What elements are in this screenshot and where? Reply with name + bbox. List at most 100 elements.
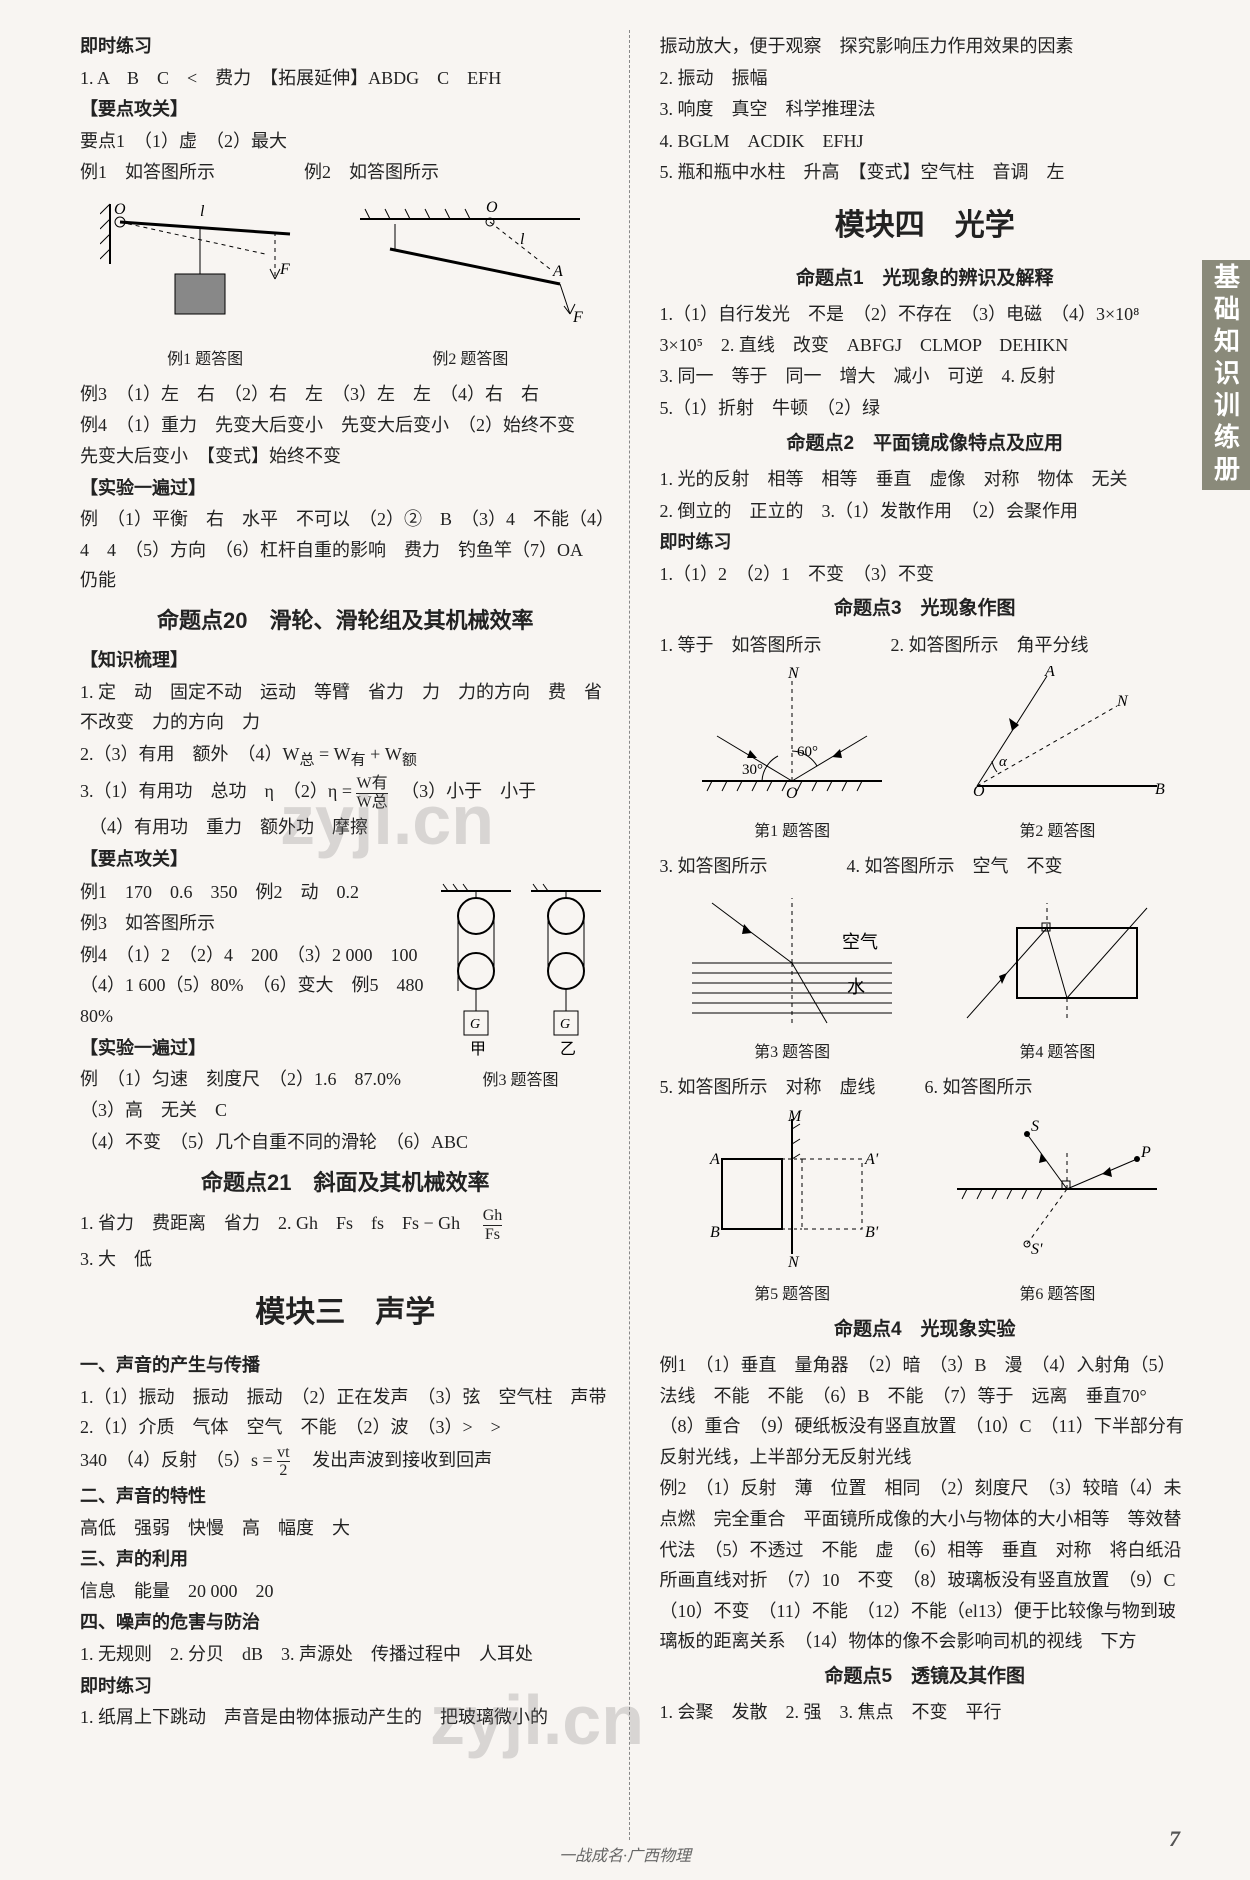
- heading-ydgg: 【要点攻关】: [80, 94, 611, 125]
- caption: 例2 题答图: [350, 346, 590, 373]
- text-line: 1. 会聚 发散 2. 强 3. 焦点 不变 平行: [660, 1697, 1191, 1728]
- side-tab: 基础知识训练册: [1202, 260, 1250, 490]
- text-line: 例4 （1）重力 先变大后变小 先变大后变小 （2）始终不变 先变大后变小 【变…: [80, 410, 611, 471]
- diagram-reflection-sp: S P S' 第6 题答图: [947, 1109, 1167, 1308]
- svg-text:S: S: [1031, 1118, 1039, 1135]
- fraction: Gh Fs: [483, 1207, 503, 1243]
- text-line: 5.（1）折射 牛顿 （2）绿: [660, 393, 1191, 424]
- text-line: 1. 纸屑上下跳动 声音是由物体振动产生的 把玻璃微小的: [80, 1702, 611, 1733]
- text-line: 3. 如答图所示 4. 如答图所示 空气 不变: [660, 851, 1191, 882]
- text-line: 例1 170 0.6 350 例2 动 0.2: [80, 877, 431, 908]
- text-line: 例 （1）平衡 右 水平 不可以 （2）② B （3）4 不能（4）4 4 （5…: [80, 504, 611, 596]
- text: 2.（3）有用 额外 （4）W: [80, 744, 300, 764]
- svg-text:F: F: [279, 261, 290, 278]
- caption: 第3 题答图: [682, 1039, 902, 1066]
- text-line: 1.（1）自行发光 不是 （2）不存在 （3）电磁 （4）3×10⁸ 3×10⁵…: [660, 299, 1191, 360]
- caption: 第5 题答图: [682, 1281, 902, 1308]
- svg-text:G: G: [470, 1017, 480, 1032]
- caption: 第6 题答图: [947, 1281, 1167, 1308]
- diagram-row-r2: 空气 水 第3 题答图: [660, 888, 1191, 1067]
- diagram-refraction-2: 第4 题答图: [947, 888, 1167, 1067]
- heading-syygg: 【实验一遍过】: [80, 473, 611, 504]
- svg-text:30°: 30°: [742, 762, 763, 778]
- text-line: 340 （4）反射 （5）s = vt 2 发出声波到接收到回声: [80, 1444, 611, 1480]
- footer-text: 一战成名·广西物理: [0, 1842, 1250, 1866]
- text-line: 1. 定 动 固定不动 运动 等臂 省力 力 力的方向 费 省 不改变 力的方向…: [80, 677, 611, 738]
- text: 340 （4）反射 （5）s =: [80, 1450, 277, 1470]
- text-line: 5. 瓶和瓶中水柱 升高 【变式】空气柱 音调 左: [660, 157, 1191, 188]
- numerator: vt: [277, 1444, 289, 1463]
- heading-jishi2: 即时练习: [80, 1671, 611, 1702]
- text-line: 1. 省力 费距离 省力 2. Gh Fs fs Fs − Gh Gh Fs: [80, 1207, 611, 1243]
- text-line: 例3 如答图所示: [80, 908, 431, 939]
- text: 4. 如答图所示 空气 不变: [847, 856, 1063, 876]
- svg-text:A: A: [709, 1151, 720, 1168]
- heading-zssl: 【知识梳理】: [80, 645, 611, 676]
- text: 3. 如答图所示: [660, 856, 768, 876]
- svg-text:N: N: [787, 666, 800, 682]
- text-line: 1. A B C < 费力 【拓展延伸】ABDG C EFH: [80, 63, 611, 94]
- heading-mod3: 模块三 声学: [80, 1287, 611, 1338]
- heading-cmd5: 命题点5 透镜及其作图: [660, 1661, 1191, 1693]
- subscript: 额: [402, 753, 417, 769]
- heading-sound3: 三、声的利用: [80, 1544, 611, 1575]
- denominator: Fs: [483, 1226, 503, 1244]
- text-line: 要点1 （1）虚 （2）最大: [80, 126, 611, 157]
- diagram-lever-2: O l A F 例2 题答图: [350, 194, 590, 373]
- text: 发出声波到接收到回声: [294, 1450, 492, 1470]
- heading-cmd3: 命题点3 光现象作图: [660, 593, 1191, 625]
- text-line: 1. 光的反射 相等 相等 垂直 虚像 对称 物体 无关: [660, 464, 1191, 495]
- svg-text:O: O: [786, 785, 798, 802]
- fraction: W有 W总: [356, 775, 387, 811]
- text-line: 例3 （1）左 右 （2）右 左 （3）左 左 （4）右 右: [80, 379, 611, 410]
- svg-text:P: P: [1140, 1144, 1151, 1161]
- label: 甲: [470, 1041, 486, 1056]
- svg-text:S': S': [1031, 1241, 1043, 1258]
- text-line: 2.（3）有用 额外 （4）W总 = W有 + W额: [80, 739, 611, 774]
- heading-cmd2: 命题点2 平面镜成像特点及应用: [660, 428, 1191, 460]
- text-line: 2. 振动 振幅: [660, 63, 1191, 94]
- heading-cmd20: 命题点20 滑轮、滑轮组及其机械效率: [80, 602, 611, 639]
- svg-text:l: l: [200, 203, 205, 220]
- diagram-row-r3: M N A B A' B' 第5 题答图 S: [660, 1109, 1191, 1308]
- text-line: （4）有用功 重力 额外功 摩擦: [80, 812, 611, 843]
- diagram-reflection-1: O N 30° 60° 第1 题答图: [682, 666, 902, 845]
- heading-sound4: 四、噪声的危害与防治: [80, 1607, 611, 1638]
- diagram-row-r1: O N 30° 60° 第1 题答图 B O: [660, 666, 1191, 845]
- heading-syygg2: 【实验一遍过】: [80, 1033, 431, 1064]
- diagram-pulley: G G 甲 乙 例3 题答图: [431, 876, 611, 1127]
- text-line: 振动放大，便于观察 探究影响压力作用效果的因素: [660, 31, 1191, 62]
- heading-sound1: 一、声音的产生与传播: [80, 1350, 611, 1381]
- text-line: 1. 等于 如答图所示 2. 如答图所示 角平分线: [660, 630, 1191, 661]
- svg-text:B: B: [1155, 781, 1165, 798]
- svg-text:G: G: [560, 1017, 570, 1032]
- text-line: 1. 无规则 2. 分贝 dB 3. 声源处 传播过程中 人耳处: [80, 1639, 611, 1670]
- heading-ydgg2: 【要点攻关】: [80, 844, 611, 875]
- svg-text:N: N: [1116, 693, 1129, 710]
- svg-text:F: F: [572, 309, 583, 326]
- svg-text:O: O: [973, 783, 985, 800]
- text-line: 3. 同一 等于 同一 增大 减小 可逆 4. 反射: [660, 361, 1191, 392]
- text-line: 1.（1）2 （2）1 不变 （3）不变: [660, 559, 1191, 590]
- heading-cmd1: 命题点1 光现象的辨识及解释: [660, 263, 1191, 295]
- heading-jishi: 即时练习: [80, 31, 611, 62]
- denominator: 2: [277, 1462, 289, 1480]
- text-line: 3. 响度 真空 科学推理法: [660, 94, 1191, 125]
- text-line: （4）不变 （5）几个自重不同的滑轮 （6）ABC: [80, 1127, 611, 1158]
- caption: 例3 题答图: [431, 1067, 611, 1094]
- heading-cmd21: 命题点21 斜面及其机械效率: [80, 1164, 611, 1201]
- svg-text:N: N: [787, 1254, 800, 1269]
- text: 3.（1）有用功 总功 η （2）η =: [80, 781, 356, 801]
- text-line: 例2 （1）反射 薄 位置 相同 （2）刻度尺 （3）较暗（4）未点燃 完全重合…: [660, 1473, 1191, 1657]
- label: 乙: [560, 1041, 576, 1056]
- svg-text:空气: 空气: [842, 932, 878, 952]
- svg-text:A': A': [864, 1151, 879, 1168]
- caption: 第1 题答图: [682, 818, 902, 845]
- caption: 第2 题答图: [947, 818, 1167, 845]
- heading-sound2: 二、声音的特性: [80, 1481, 611, 1512]
- denominator: W总: [356, 794, 387, 812]
- svg-text:B: B: [710, 1224, 720, 1241]
- heading-mod4: 模块四 光学: [660, 200, 1191, 251]
- subscript: 总: [300, 753, 315, 769]
- svg-text:l: l: [520, 231, 525, 248]
